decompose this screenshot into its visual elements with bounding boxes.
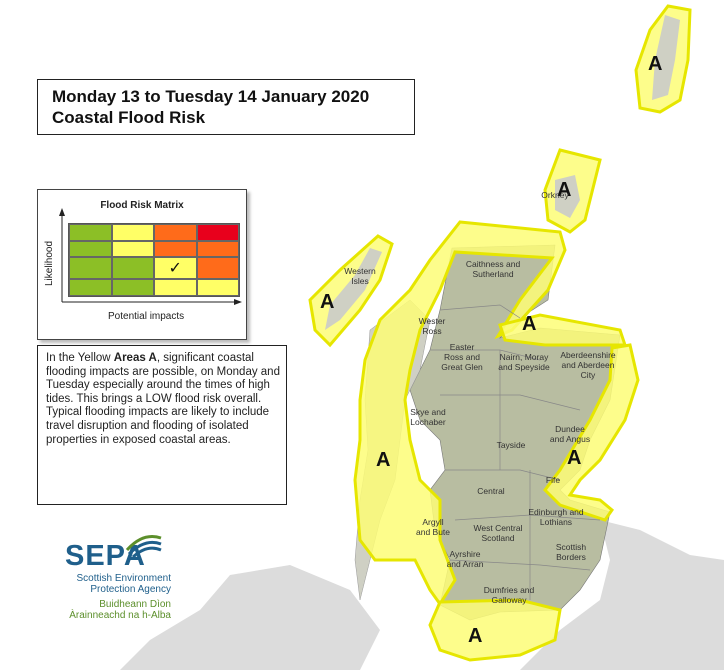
western-isles-land — [325, 248, 382, 330]
area-label-shetland: A — [648, 53, 662, 75]
info-text-rest: , significant coastal flooding impacts a… — [46, 352, 280, 446]
logo-gaelic-1: Buidheann Dìon — [99, 599, 171, 610]
warning-area-east-coast — [543, 343, 640, 522]
england-landmass — [520, 520, 724, 670]
matrix-cell — [111, 257, 154, 280]
region-label-easter-ross: Easter Ross and Great Glen — [441, 342, 483, 372]
matrix-axis-arrows — [59, 208, 242, 305]
sepa-logo: SEPA Scottish Environment Protection Age… — [65, 530, 171, 621]
matrix-cell — [196, 279, 239, 296]
region-label-ayrshire: Ayrshire and Arran — [447, 549, 484, 569]
info-text-box: In the Yellow Areas A, significant coast… — [37, 345, 287, 505]
matrix-title: Flood Risk Matrix — [100, 200, 184, 211]
matrix-cell — [69, 224, 112, 241]
matrix-cell — [111, 224, 154, 241]
title-box: Monday 13 to Tuesday 14 January 2020 Coa… — [37, 79, 415, 135]
warning-area-moray-firth — [498, 313, 628, 347]
region-label-dumfries: Dumfries and Galloway — [484, 585, 535, 605]
region-label-tayside: Tayside — [497, 440, 526, 450]
region-label-caithness: Caithness and Sutherland — [466, 259, 521, 279]
logo-line-1: Scottish Environment — [76, 573, 172, 584]
area-label-east: A — [567, 447, 581, 469]
matrix-cell — [154, 224, 197, 241]
area-label-western-isles: A — [320, 291, 334, 313]
ireland-landmass — [120, 565, 380, 670]
area-label-solway: A — [468, 625, 482, 647]
area-label-west: A — [376, 449, 390, 471]
matrix-cell — [196, 224, 239, 241]
logo-line-2: Protection Agency — [90, 584, 171, 595]
region-label-fife: Fife — [546, 475, 560, 485]
matrix-cell — [69, 279, 112, 296]
region-label-dundee: Dundee and Angus — [550, 424, 590, 444]
region-label-aberdeenshire: Aberdeenshire and Aberdeen City — [560, 350, 616, 380]
sepa-wave-icon — [125, 535, 162, 558]
warning-area-solway — [428, 598, 562, 662]
region-label-borders: Scottish Borders — [556, 542, 587, 562]
info-text-bold: Areas A — [113, 352, 157, 364]
orkney-land — [555, 175, 580, 218]
region-label-central: Central — [477, 486, 505, 496]
title-line-2: Coastal Flood Risk — [52, 108, 206, 127]
region-label-wester-ross: Wester Ross — [419, 316, 446, 336]
logo-gaelic-2: Àrainneachd na h-Alba — [69, 610, 171, 621]
warning-area-north-west — [353, 220, 567, 607]
area-label-moray: A — [522, 313, 536, 335]
matrix-cell — [154, 240, 197, 258]
info-text-start: In the Yellow — [46, 352, 114, 364]
matrix-cell — [196, 240, 239, 258]
matrix-x-axis-label: Potential impacts — [108, 311, 185, 322]
matrix-cell — [69, 257, 112, 280]
region-label-nairn: Nairn, Moray and Speyside — [498, 352, 550, 372]
region-label-orkney: Orkney — [541, 190, 569, 200]
matrix-cell — [69, 240, 112, 258]
region-label-lothians: Edinburgh and Lothians — [528, 507, 584, 527]
matrix-cell: ✓ — [154, 257, 197, 280]
matrix-cell — [111, 279, 154, 296]
region-label-argyll: Argyll and Bute — [416, 517, 450, 537]
region-boundaries — [430, 304, 601, 600]
region-label-west-central: West Central Scotland — [474, 523, 523, 543]
matrix-cell — [196, 257, 239, 280]
matrix-cell — [154, 279, 197, 296]
title-line-1: Monday 13 to Tuesday 14 January 2020 — [52, 87, 370, 106]
flood-risk-matrix: Flood Risk Matrix Likelihood ✓ Potential… — [37, 189, 247, 340]
area-label-orkney: A — [557, 179, 571, 201]
matrix-grid: ✓ — [68, 223, 240, 297]
shetland-land — [652, 15, 680, 100]
check-icon: ✓ — [168, 260, 182, 278]
matrix-cell — [111, 240, 154, 258]
region-label-skye: Skye and Lochaber — [410, 407, 446, 427]
region-label-western-isles: Western Isles — [344, 266, 376, 286]
